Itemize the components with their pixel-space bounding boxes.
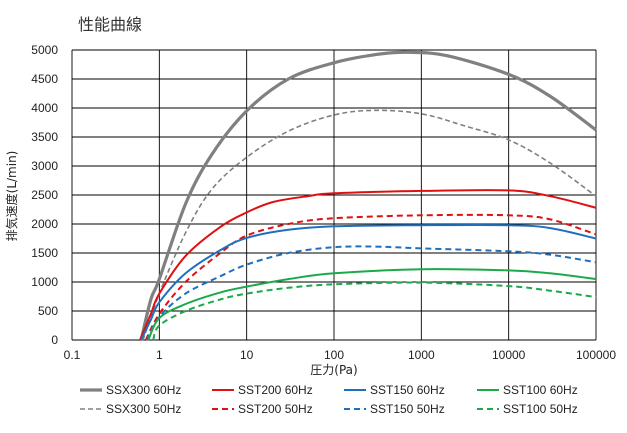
x-tick-label: 10 (240, 348, 254, 362)
y-tick-label: 4000 (31, 101, 58, 115)
x-tick-label: 100000 (576, 348, 616, 362)
x-tick-label: 0.1 (64, 348, 81, 362)
y-tick-label: 1000 (31, 275, 58, 289)
legend: SSX300 60Hz SST200 60Hz SST150 60Hz SST100 … (80, 383, 578, 416)
series-line-sst200-60hz (139, 189, 597, 341)
tick-layer: 0 500 1000 1500 2000 2500 3000 3500 4000 4500 5000… (31, 43, 616, 362)
y-tick-label: 2000 (31, 217, 58, 231)
legend-label: SSX300 50Hz (106, 402, 181, 416)
series-line-sst150-60hz (140, 223, 597, 341)
y-tick-label: 5000 (31, 43, 58, 57)
y-tick-label: 4500 (31, 72, 58, 86)
legend-label: SST200 60Hz (238, 383, 313, 397)
x-tick-label: 1 (156, 348, 163, 362)
x-axis-label: 圧力(Pa) (310, 363, 357, 377)
series-layer (139, 50, 597, 341)
y-tick-label: 2500 (31, 188, 58, 202)
x-tick-label: 1000 (408, 348, 435, 362)
x-tick-label: 10000 (492, 348, 526, 362)
legend-label: SSX300 60Hz (106, 383, 181, 397)
legend-label: SST100 50Hz (503, 402, 578, 416)
series-line-ssx300-50hz (142, 109, 597, 341)
grid-layer (71, 49, 597, 341)
y-tick-label: 3500 (31, 130, 58, 144)
x-tick-label: 100 (324, 348, 344, 362)
legend-label: SST100 60Hz (503, 383, 578, 397)
y-axis-label: 排気速度(L/min) (4, 151, 19, 242)
y-tick-label: 1500 (31, 246, 58, 260)
series-line-ssx300-60hz (139, 50, 597, 341)
y-tick-label: 0 (51, 333, 58, 347)
series-line-sst100-50hz (152, 281, 597, 341)
y-tick-label: 3000 (31, 159, 58, 173)
chart-title: 性能曲線 (78, 15, 142, 34)
series-line-sst100-60hz (147, 268, 597, 341)
legend-label: SST150 50Hz (370, 402, 445, 416)
y-tick-label: 500 (38, 304, 58, 318)
legend-label: SST150 60Hz (370, 383, 445, 397)
series-line-sst200-50hz (144, 213, 597, 341)
series-line-sst150-50hz (146, 245, 597, 341)
legend-label: SST200 50Hz (238, 402, 313, 416)
